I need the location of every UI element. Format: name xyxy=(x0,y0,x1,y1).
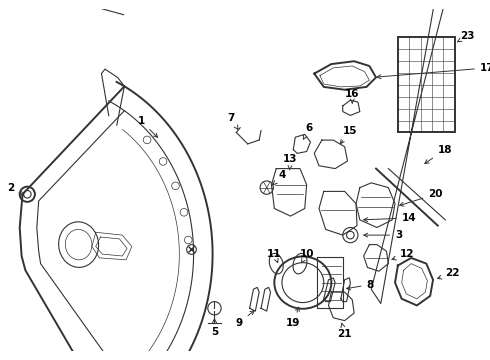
Text: 18: 18 xyxy=(425,145,452,163)
Text: 11: 11 xyxy=(267,249,282,263)
Text: 6: 6 xyxy=(303,123,313,139)
Text: 14: 14 xyxy=(364,213,416,223)
Text: 23: 23 xyxy=(458,31,475,42)
Text: 22: 22 xyxy=(438,268,460,279)
Text: 21: 21 xyxy=(338,323,352,339)
Text: 17: 17 xyxy=(377,63,490,79)
Text: 8: 8 xyxy=(346,279,374,290)
Text: 10: 10 xyxy=(299,249,314,263)
Text: 15: 15 xyxy=(341,126,358,144)
Text: 19: 19 xyxy=(286,307,300,328)
Text: 13: 13 xyxy=(283,154,298,170)
Text: 2: 2 xyxy=(7,183,24,195)
Text: 9: 9 xyxy=(236,311,254,328)
Text: 3: 3 xyxy=(364,230,402,240)
Text: 7: 7 xyxy=(227,113,238,129)
Text: 5: 5 xyxy=(211,319,218,337)
Text: 1: 1 xyxy=(138,116,158,138)
Bar xyxy=(398,37,455,132)
Text: 12: 12 xyxy=(392,249,414,260)
Text: 20: 20 xyxy=(400,189,443,206)
Text: 4: 4 xyxy=(273,170,286,185)
Text: 16: 16 xyxy=(345,90,360,103)
